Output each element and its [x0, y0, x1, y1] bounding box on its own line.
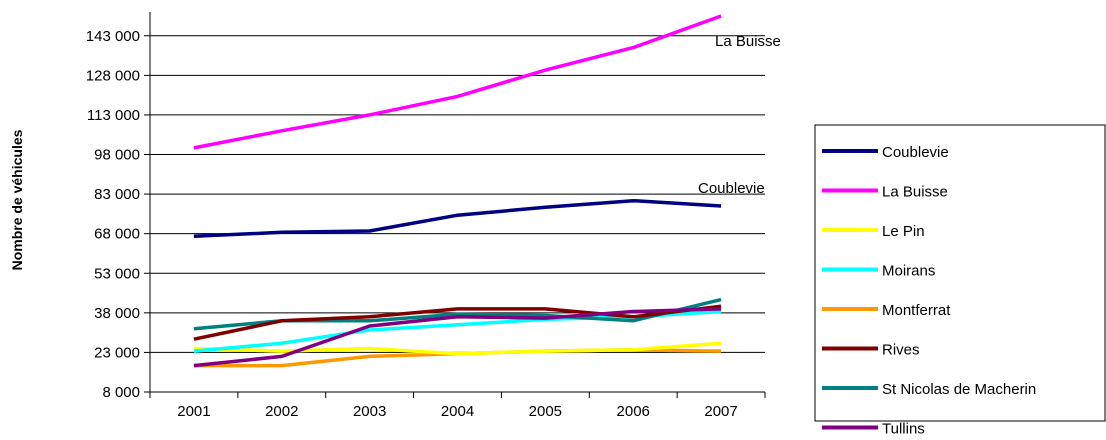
- axes: [149, 12, 765, 393]
- series-line-le-pin: [193, 341, 722, 356]
- x-tick-label: 2007: [704, 403, 737, 420]
- annotation-la-buisse: La Buisse: [715, 33, 781, 50]
- x-tick-label: 2006: [617, 403, 650, 420]
- y-tick-label: 68 000: [94, 226, 140, 243]
- y-tick-label: 8 000: [102, 384, 140, 401]
- series-line-la-buisse: [193, 14, 722, 150]
- x-tick-label: 2004: [441, 403, 474, 420]
- y-tick-label: 98 000: [94, 147, 140, 164]
- y-tick-label: 53 000: [94, 265, 140, 282]
- series-lines: [193, 14, 722, 368]
- x-tick-label: 2003: [353, 403, 386, 420]
- legend-label-tullins: Tullins: [882, 421, 925, 438]
- y-tick-label: 143 000: [86, 28, 140, 45]
- legend-label-le-pin: Le Pin: [882, 223, 925, 240]
- y-axis-label: Nombre de véhicules: [9, 129, 25, 270]
- y-tick-label: 83 000: [94, 186, 140, 203]
- legend-label-la-buisse: La Buisse: [882, 184, 948, 201]
- x-tick-label: 2001: [177, 403, 210, 420]
- y-tick-label: 38 000: [94, 305, 140, 322]
- x-tick-labels: 2001 2002 2003 2004 2005 2006 2007: [149, 392, 766, 420]
- series-line-coublevie: [193, 198, 722, 239]
- legend-label-moirans: Moirans: [882, 263, 935, 280]
- legend-label-coublevie: Coublevie: [882, 144, 949, 161]
- annotation-coublevie: Coublevie: [698, 180, 765, 197]
- legend-label-st-nicolas-de-macherin: St Nicolas de Macherin: [882, 381, 1036, 398]
- series-line-rives: [193, 304, 722, 341]
- x-tick-label: 2002: [265, 403, 298, 420]
- legend: Coublevie La Buisse Le Pin Moirans Montferra…: [814, 124, 1106, 438]
- y-tick-label: 113 000: [87, 107, 140, 124]
- y-tick-label: 23 000: [94, 344, 140, 361]
- legend-label-montferrat: Montferrat: [882, 302, 951, 319]
- series-line-tullins: [193, 307, 722, 368]
- legend-box: [814, 124, 1106, 422]
- legend-label-rives: Rives: [882, 342, 920, 359]
- gridlines: [144, 35, 765, 393]
- x-tick-label: 2005: [529, 403, 562, 420]
- y-tick-label: 128 000: [86, 67, 140, 84]
- y-tick-labels: 8 000 23 000 38 000 53 000 68 000 83 000 98 00…: [86, 28, 140, 401]
